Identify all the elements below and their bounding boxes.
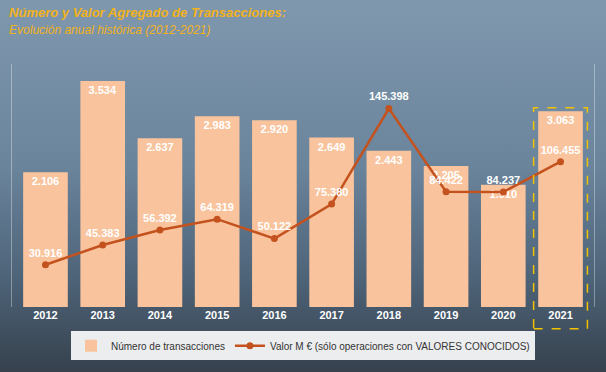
svg-text:56.392: 56.392	[143, 212, 177, 224]
svg-text:2016: 2016	[262, 309, 286, 321]
svg-text:2.983: 2.983	[203, 119, 231, 131]
svg-text:2015: 2015	[205, 309, 229, 321]
svg-text:2012: 2012	[33, 309, 57, 321]
svg-text:2014: 2014	[148, 309, 173, 321]
svg-text:2.205: 2.205	[432, 169, 460, 181]
svg-text:2.106: 2.106	[32, 175, 60, 187]
svg-text:1.910: 1.910	[490, 188, 518, 200]
svg-text:145.398: 145.398	[369, 90, 409, 102]
svg-text:2021: 2021	[548, 309, 572, 321]
svg-text:84.237: 84.237	[486, 174, 520, 186]
svg-text:2019: 2019	[434, 309, 458, 321]
svg-text:84.422: 84.422	[429, 174, 463, 186]
svg-text:50.122: 50.122	[258, 220, 292, 232]
svg-text:2013: 2013	[90, 309, 114, 321]
svg-text:75.380: 75.380	[315, 186, 349, 198]
svg-text:3.534: 3.534	[88, 84, 116, 96]
svg-text:2018: 2018	[377, 309, 401, 321]
svg-text:2020: 2020	[491, 309, 515, 321]
svg-text:3.063: 3.063	[547, 114, 575, 126]
svg-text:45.383: 45.383	[86, 227, 120, 239]
svg-text:64.319: 64.319	[200, 201, 234, 213]
svg-text:Número y Valor Agregado de Tra: Número y Valor Agregado de Transacciones…	[9, 5, 286, 37]
svg-text:Valor M € (sólo operaciones co: Valor M € (sólo operaciones con VALORES …	[270, 341, 530, 352]
svg-text:2.649: 2.649	[318, 141, 346, 153]
svg-text:106.455: 106.455	[541, 144, 581, 156]
svg-text:30.916: 30.916	[29, 247, 63, 259]
svg-text:2017: 2017	[319, 309, 343, 321]
svg-text:2.637: 2.637	[146, 141, 174, 153]
svg-text:Número de transacciones: Número de transacciones	[111, 341, 225, 352]
svg-text:2.443: 2.443	[375, 154, 403, 166]
svg-text:2.920: 2.920	[261, 123, 289, 135]
